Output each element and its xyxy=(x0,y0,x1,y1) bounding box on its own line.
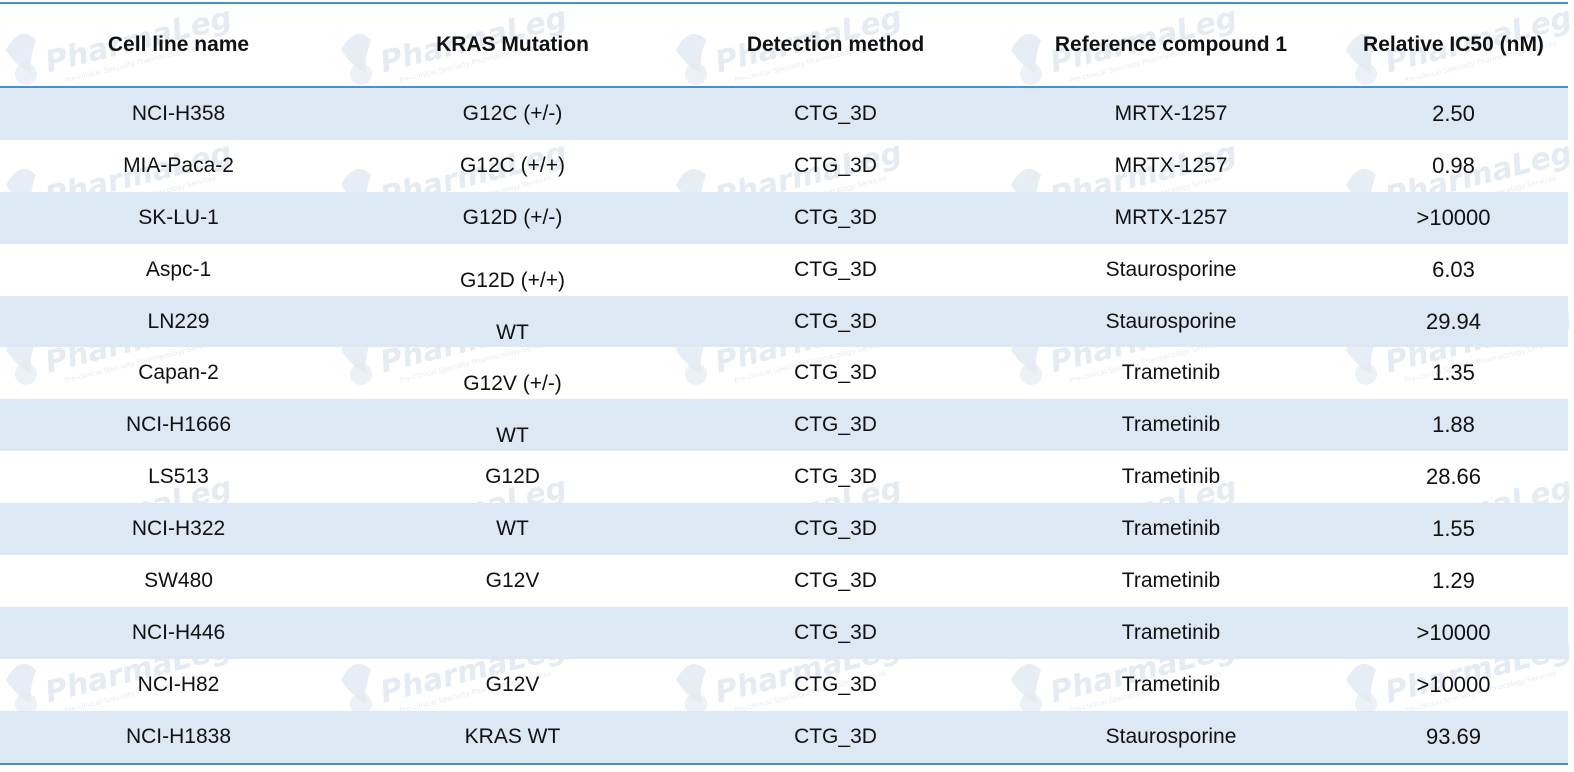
table-row: Aspc-1 G12D (+/+) CTG_3D Staurosporine 6… xyxy=(0,244,1568,296)
kras-mutation: WT xyxy=(496,517,529,541)
cell-line-name: SK-LU-1 xyxy=(138,205,219,229)
table-bottom-rule xyxy=(0,763,1568,765)
relative-ic50: >10000 xyxy=(1416,204,1491,230)
relative-ic50: 29.94 xyxy=(1425,308,1482,334)
cell-line-name: LN229 xyxy=(147,309,210,333)
kras-mutation: G12D (+/-) xyxy=(462,205,563,229)
reference-compound: Trametinib xyxy=(1121,620,1221,644)
header-detection-method: Detection method xyxy=(746,33,925,56)
table-row: NCI-H1666 WT CTG_3D Trametinib 1.88 xyxy=(0,399,1568,452)
detection-method: CTG_3D xyxy=(794,101,877,125)
kras-mutation: KRAS WT xyxy=(464,724,561,748)
cell-line-name: NCI-H1666 xyxy=(125,413,232,437)
reference-compound: MRTX-1257 xyxy=(1114,205,1228,229)
relative-ic50: 2.50 xyxy=(1432,100,1475,126)
reference-compound: Trametinib xyxy=(1121,568,1221,592)
relative-ic50: 1.29 xyxy=(1432,567,1475,593)
kras-mutation: WT xyxy=(496,320,529,344)
cell-line-name: NCI-H358 xyxy=(131,101,226,125)
cell-line-name: Capan-2 xyxy=(138,361,219,385)
header-cell-line-name: Cell line name xyxy=(107,33,250,56)
table-row: NCI-H446 CTG_3D Trametinib >10000 xyxy=(0,606,1568,659)
relative-ic50: 28.66 xyxy=(1425,464,1482,490)
reference-compound: Trametinib xyxy=(1121,361,1221,385)
reference-compound: Staurosporine xyxy=(1105,724,1237,748)
reference-compound: Staurosporine xyxy=(1105,309,1237,333)
kras-mutation: G12V (+/-) xyxy=(463,372,562,396)
detection-method: CTG_3D xyxy=(794,205,877,229)
kras-mutation xyxy=(357,607,668,659)
table-row: SW480 G12V CTG_3D Trametinib 1.29 xyxy=(0,555,1568,607)
header-rule xyxy=(0,86,1568,88)
detection-method: CTG_3D xyxy=(794,517,877,541)
relative-ic50: 1.35 xyxy=(1432,360,1475,386)
relative-ic50: >10000 xyxy=(1416,619,1491,645)
table-row: LS513 G12D CTG_3D Trametinib 28.66 xyxy=(0,451,1568,503)
detection-method: CTG_3D xyxy=(794,568,877,592)
relative-ic50: 93.69 xyxy=(1425,723,1482,749)
detection-method: CTG_3D xyxy=(794,153,877,177)
header-kras-mutation: KRAS Mutation xyxy=(436,33,589,56)
relative-ic50: 1.88 xyxy=(1432,412,1475,438)
detection-method: CTG_3D xyxy=(794,620,877,644)
detection-method: CTG_3D xyxy=(794,672,877,696)
table-body: NCI-H358 G12C (+/-) CTG_3D MRTX-1257 2.5… xyxy=(0,88,1568,763)
kras-mutation: WT xyxy=(496,424,529,448)
table-row: NCI-H1838 KRAS WT CTG_3D Staurosporine 9… xyxy=(0,710,1568,763)
kras-mutation: G12D xyxy=(485,465,540,489)
relative-ic50: 1.55 xyxy=(1432,516,1475,542)
detection-method: CTG_3D xyxy=(794,465,877,489)
table-row: NCI-H322 WT CTG_3D Trametinib 1.55 xyxy=(0,503,1568,556)
reference-compound: MRTX-1257 xyxy=(1114,101,1228,125)
relative-ic50: >10000 xyxy=(1416,671,1491,697)
table-header-row: Cell line name KRAS Mutation Detection m… xyxy=(0,4,1568,86)
kras-mutation: G12C (+/+) xyxy=(459,153,566,177)
detection-method: CTG_3D xyxy=(794,257,877,281)
reference-compound: Trametinib xyxy=(1121,465,1221,489)
cell-line-name: Aspc-1 xyxy=(145,257,212,281)
table-top-rule xyxy=(0,2,1568,4)
cell-line-name: NCI-H322 xyxy=(131,517,226,541)
cell-line-name: NCI-H446 xyxy=(131,620,226,644)
kras-mutation: G12D (+/+) xyxy=(459,268,566,292)
reference-compound: Staurosporine xyxy=(1105,257,1237,281)
detection-method: CTG_3D xyxy=(794,361,877,385)
relative-ic50: 0.98 xyxy=(1432,152,1475,178)
table-row: NCI-H358 G12C (+/-) CTG_3D MRTX-1257 2.5… xyxy=(0,88,1568,140)
reference-compound: Trametinib xyxy=(1121,413,1221,437)
table-row: SK-LU-1 G12D (+/-) CTG_3D MRTX-1257 >100… xyxy=(0,191,1568,244)
detection-method: CTG_3D xyxy=(794,309,877,333)
table-row: LN229 WT CTG_3D Staurosporine 29.94 xyxy=(0,295,1568,348)
header-relative-ic50: Relative IC50 (nM) xyxy=(1363,33,1544,56)
header-reference-compound: Reference compound 1 xyxy=(1054,33,1288,56)
relative-ic50: 6.03 xyxy=(1432,256,1475,282)
reference-compound: Trametinib xyxy=(1121,672,1221,696)
table-row: NCI-H82 G12V CTG_3D Trametinib >10000 xyxy=(0,659,1568,711)
kras-mutation: G12V xyxy=(485,672,540,696)
kras-mutation: G12V xyxy=(485,568,540,592)
cell-line-name: LS513 xyxy=(148,465,209,489)
table-row: MIA-Paca-2 G12C (+/+) CTG_3D MRTX-1257 0… xyxy=(0,140,1568,192)
reference-compound: MRTX-1257 xyxy=(1114,153,1228,177)
reference-compound: Trametinib xyxy=(1121,517,1221,541)
table-row: Capan-2 G12V (+/-) CTG_3D Trametinib 1.3… xyxy=(0,347,1568,399)
detection-method: CTG_3D xyxy=(794,413,877,437)
cell-line-name: NCI-H82 xyxy=(137,672,220,696)
kras-mutation: G12C (+/-) xyxy=(462,101,563,125)
cell-line-name: MIA-Paca-2 xyxy=(123,153,234,177)
detection-method: CTG_3D xyxy=(794,724,877,748)
cell-line-name: SW480 xyxy=(144,568,213,592)
cell-line-name: NCI-H1838 xyxy=(125,724,232,748)
